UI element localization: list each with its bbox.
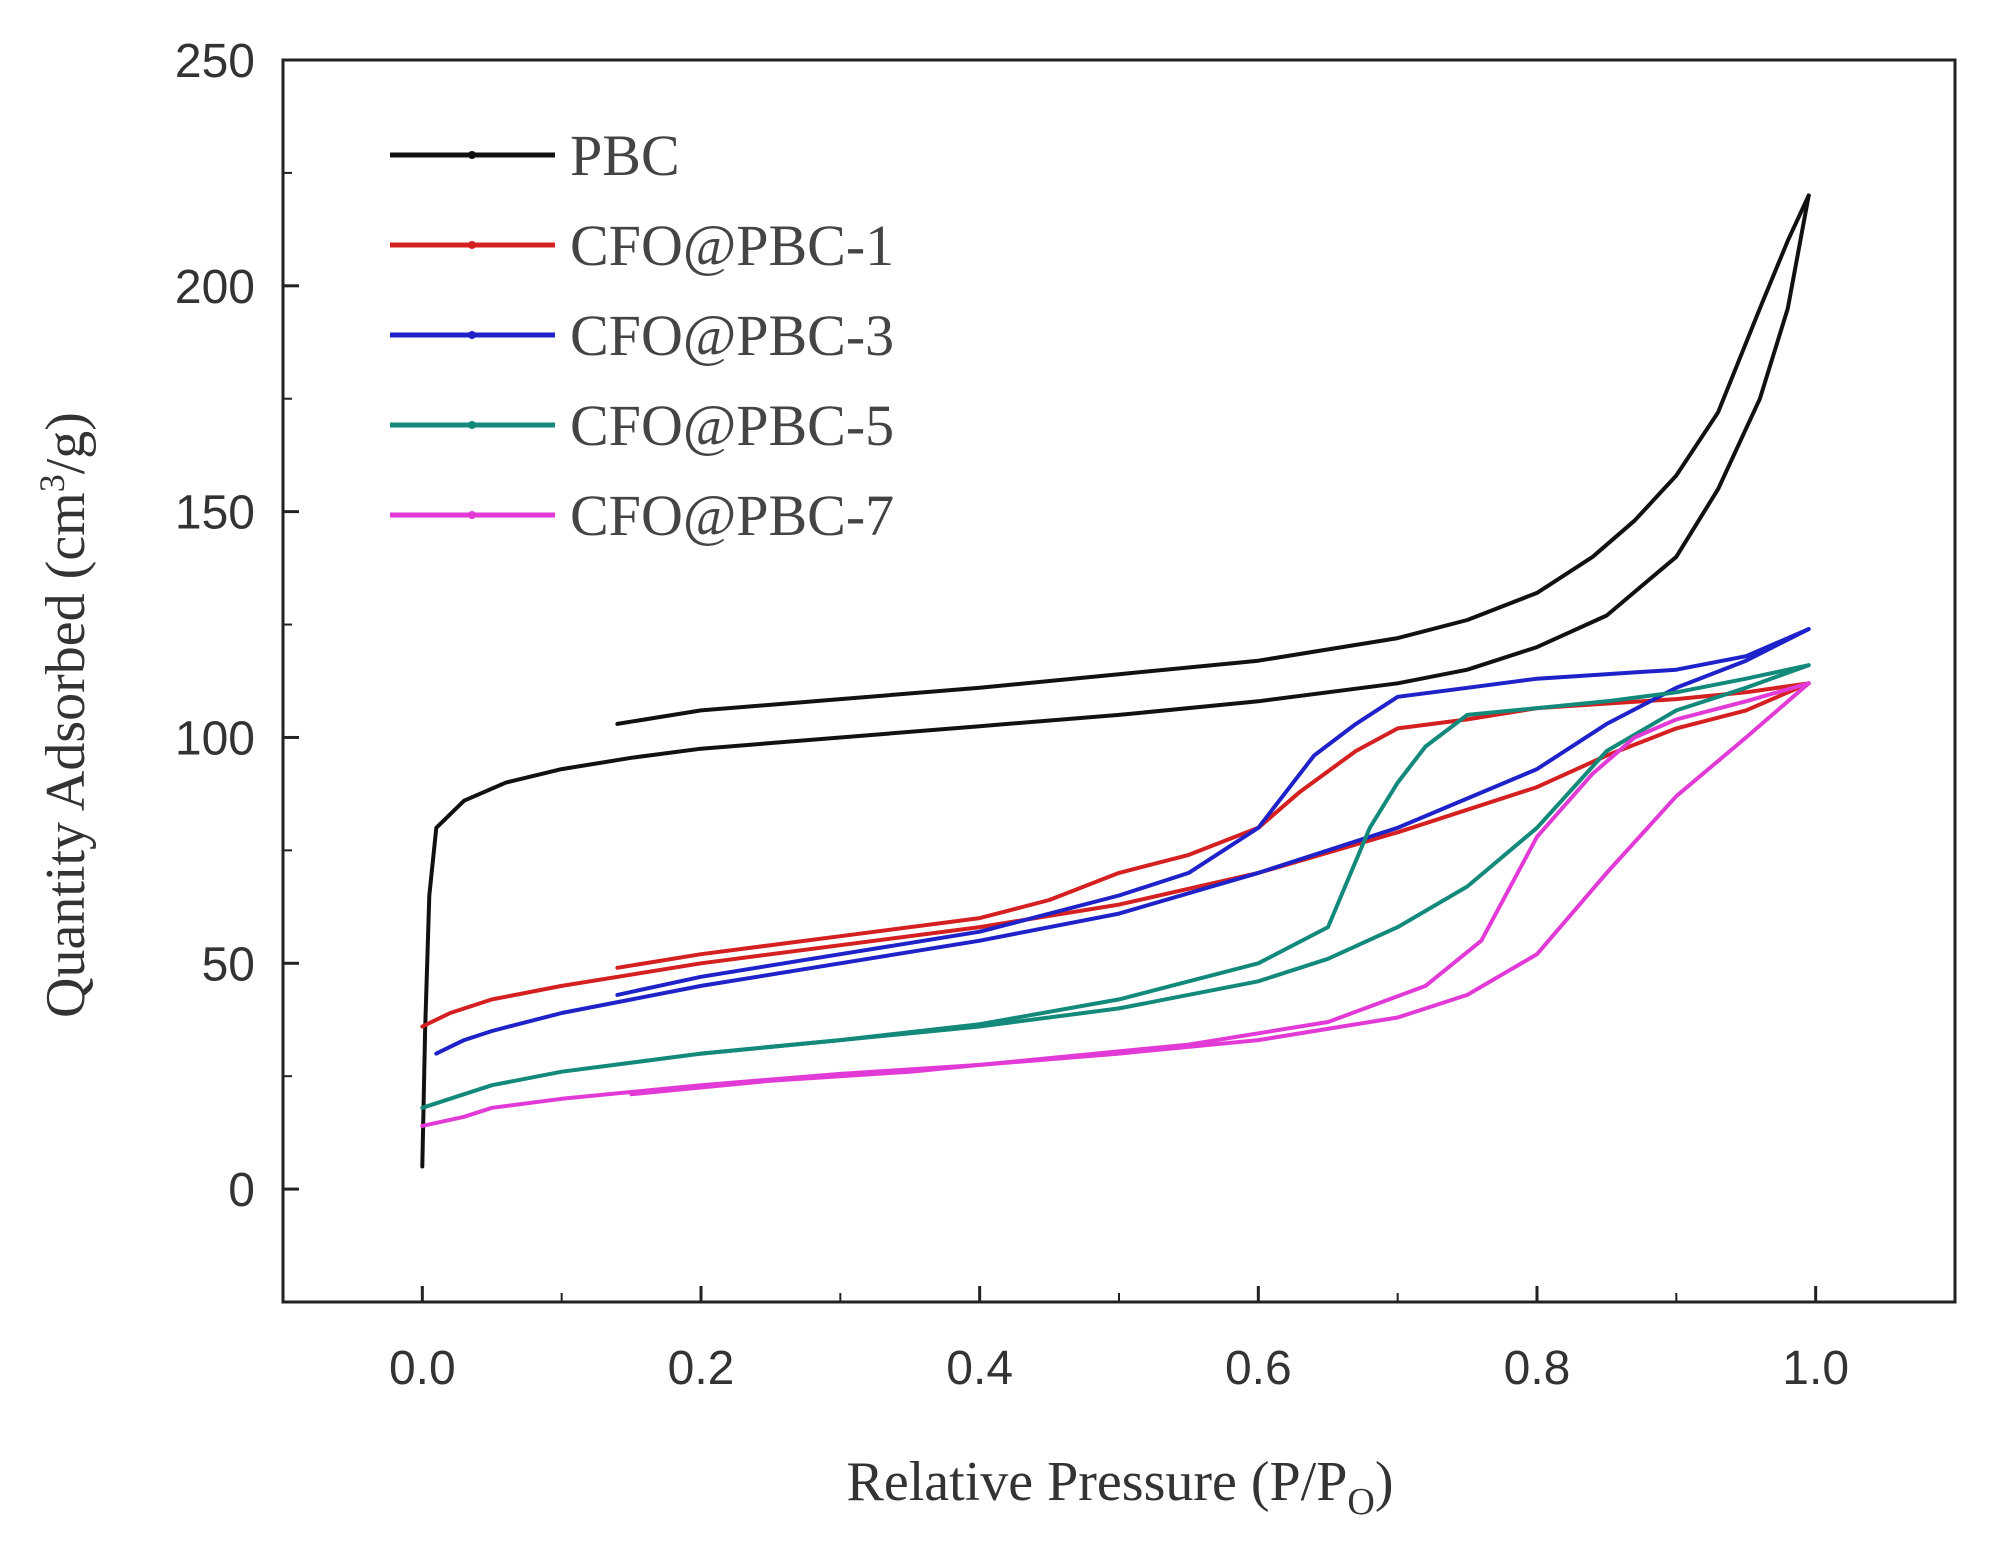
x-tick-label: 0.6 xyxy=(1225,1342,1292,1395)
legend-label: PBC xyxy=(570,123,680,188)
legend-marker xyxy=(468,151,476,159)
x-tick-label: 0.2 xyxy=(668,1342,735,1395)
x-axis-label-close: ) xyxy=(1375,1451,1394,1513)
y-tick-label: 250 xyxy=(175,35,255,88)
legend-marker xyxy=(468,241,476,249)
series-lines xyxy=(420,193,1811,1169)
legend-label: CFO@PBC-3 xyxy=(570,303,894,368)
x-tick-label: 0.4 xyxy=(946,1342,1013,1395)
y-tick-label: 50 xyxy=(202,938,255,991)
series-cfo-pbc-1-desorption-line xyxy=(615,681,1811,970)
x-axis-label-main: Relative Pressure (P/P xyxy=(847,1451,1348,1513)
legend-marker xyxy=(468,331,476,339)
y-axis-label-main: Quantity Adsorbed (cm xyxy=(35,492,97,1018)
y-tick-label: 200 xyxy=(175,261,255,314)
x-tick-label: 1.0 xyxy=(1782,1342,1849,1395)
axis-ticks: 0.0 0.2 0.4 0.6 0.8 1.0 0 50 100 150 200 250 xyxy=(175,35,1956,1395)
x-tick-label: 0.0 xyxy=(389,1342,456,1395)
series-cfo-pbc-3-adsorption-line xyxy=(434,627,1811,1056)
legend: PBC CFO@PBC-1 CFO@PBC-3 CFO@PBC-5 CFO@PBC-7 xyxy=(390,123,894,548)
legend-label: CFO@PBC-1 xyxy=(570,213,894,278)
y-axis-label-close: /g) xyxy=(35,412,97,474)
legend-marker xyxy=(468,511,476,519)
x-axis-label: Relative Pressure (P/PO) xyxy=(847,1451,1394,1523)
x-tick-label: 0.8 xyxy=(1504,1342,1571,1395)
series-cfo-pbc-1-adsorption-line xyxy=(420,681,1811,1029)
legend-label: CFO@PBC-5 xyxy=(570,393,894,458)
y-axis-label-superscript: 3 xyxy=(32,474,72,492)
y-tick-label: 150 xyxy=(175,487,255,540)
legend-marker xyxy=(468,421,476,429)
series-pbc-desorption-line xyxy=(615,193,1811,726)
series-cfo-pbc-3-desorption-line xyxy=(615,627,1811,997)
y-axis-label: Quantity Adsorbed (cm3/g) xyxy=(32,412,97,1018)
series-cfo-pbc-5-desorption-line xyxy=(699,663,1811,1056)
series-cfo-pbc-7-desorption-line xyxy=(629,681,1811,1097)
legend-label: CFO@PBC-7 xyxy=(570,483,894,548)
x-axis-label-subscript: O xyxy=(1347,1481,1374,1523)
series-cfo-pbc-5-adsorption-line xyxy=(420,663,1811,1110)
y-tick-label: 100 xyxy=(175,712,255,765)
series-cfo-pbc-7-adsorption-line xyxy=(420,681,1811,1128)
series-pbc-adsorption-line xyxy=(420,193,1811,1169)
y-tick-label: 0 xyxy=(228,1164,255,1217)
